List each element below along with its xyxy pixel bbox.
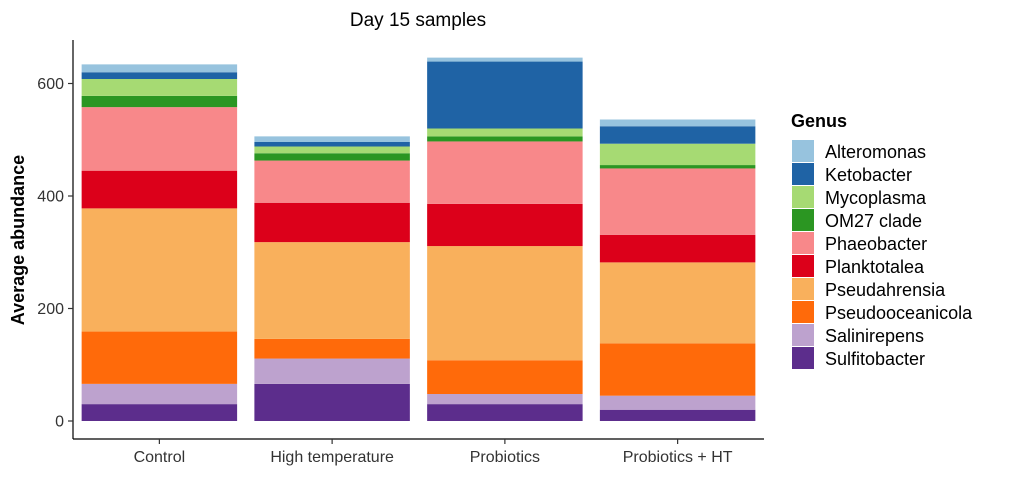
bar-segment-alteromonas [599,119,756,127]
y-ticks-group: 0 200 400 600 [37,76,73,431]
legend-label-om27-clade: OM27 clade [825,211,922,231]
legend-label-pseudooceanicola: Pseudooceanicola [825,303,973,323]
bar-segment-planktotalea [599,234,756,263]
bar-segment-planktotalea [254,202,410,243]
legend-swatch-pseudooceanicola [792,301,814,323]
legend-label-planktotalea: Planktotalea [825,257,925,277]
bar-segment-sulfitobacter [81,404,238,421]
bar-segment-om27-clade [427,136,583,142]
bar-segment-ketobacter [427,61,583,129]
x-tick-label: High temperature [270,449,394,466]
bar-segment-mycoplasma [427,128,583,137]
x-tick-label: Probiotics + HT [623,449,733,466]
bar-segment-salinirepens [427,394,583,405]
bar-segment-salinirepens [81,383,238,405]
legend-swatch-alteromonas [792,140,814,162]
bar-segment-ketobacter [81,72,238,79]
bar-segment-pseudooceanicola [427,360,583,394]
legend-swatch-ketobacter [792,163,814,185]
bar-segment-phaeobacter [81,107,238,171]
legend-swatch-mycoplasma [792,186,814,208]
bar-segment-salinirepens [599,395,756,410]
legend-label-mycoplasma: Mycoplasma [825,188,927,208]
bar-segment-pseudooceanicola [254,338,410,359]
bar-segment-pseudahrensia [254,242,410,339]
bar-segment-ketobacter [599,126,756,144]
legend-swatch-om27-clade [792,209,814,231]
legend: Genus Alteromonas Ketobacter Mycoplasma OM2… [791,111,973,369]
bar-segment-pseudahrensia [599,262,756,344]
bar-segment-om27-clade [254,153,410,161]
chart-title: Day 15 samples [350,10,486,31]
bar-segment-pseudooceanicola [81,331,238,384]
bar-segment-mycoplasma [254,146,410,154]
y-tick-label: 400 [37,189,64,206]
axes-group [72,40,764,440]
y-tick-label: 600 [37,76,64,93]
bar-segment-alteromonas [427,57,583,62]
legend-label-pseudahrensia: Pseudahrensia [825,280,946,300]
legend-swatch-sulfitobacter [792,347,814,369]
legend-swatch-planktotalea [792,255,814,277]
bar-segment-om27-clade [599,165,756,169]
bar-segment-planktotalea [427,203,583,247]
bar-segment-pseudahrensia [81,208,238,332]
bar-segment-mycoplasma [81,79,238,96]
bar-segment-sulfitobacter [254,383,410,421]
x-tick-label: Control [134,449,186,466]
bar-segment-sulfitobacter [427,404,583,421]
x-tick-label: Probiotics [470,449,540,466]
bar-segment-pseudooceanicola [599,343,756,396]
legend-label-sulfitobacter: Sulfitobacter [825,349,925,369]
bar-segment-salinirepens [254,358,410,384]
legend-label-phaeobacter: Phaeobacter [825,234,927,254]
legend-label-ketobacter: Ketobacter [825,165,912,185]
legend-swatch-phaeobacter [792,232,814,254]
bar-segment-om27-clade [81,95,238,108]
legend-swatch-salinirepens [792,324,814,346]
bar-segment-alteromonas [254,136,410,142]
y-axis-label: Average abundance [8,155,28,325]
bar-segment-phaeobacter [427,141,583,204]
x-ticks-group: Control High temperature Probiotics Probiot… [134,439,733,466]
legend-label-salinirepens: Salinirepens [825,326,924,346]
bars-group [81,57,756,421]
bar-segment-phaeobacter [599,168,756,235]
bar-segment-ketobacter [254,142,410,147]
bar-segment-alteromonas [81,64,238,73]
bar-segment-planktotalea [81,170,238,209]
legend-label-alteromonas: Alteromonas [825,142,926,162]
legend-title: Genus [791,111,847,131]
bar-segment-phaeobacter [254,160,410,203]
y-tick-label: 0 [55,414,64,431]
bar-segment-pseudahrensia [427,246,583,361]
y-tick-label: 200 [37,301,64,318]
bar-segment-mycoplasma [599,143,756,166]
legend-swatch-pseudahrensia [792,278,814,300]
bar-segment-sulfitobacter [599,409,756,421]
